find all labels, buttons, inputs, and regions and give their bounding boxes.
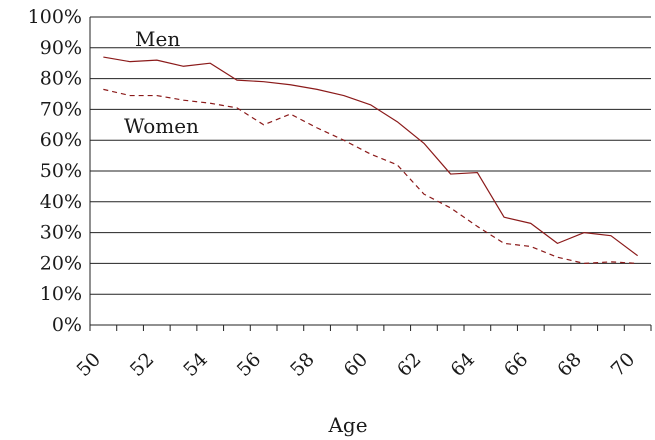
- x-tick-label: 52: [126, 348, 159, 381]
- y-tick-label: 0%: [52, 314, 82, 336]
- x-tick-label: 50: [72, 348, 105, 381]
- gridlines: [90, 16, 651, 326]
- x-tick-label: 60: [340, 348, 373, 381]
- x-tick-label: 66: [500, 348, 533, 381]
- series-label-men: Men: [135, 27, 180, 51]
- y-tick-label: 80%: [40, 68, 82, 90]
- x-tick-label: 56: [233, 348, 266, 381]
- x-tick-label: 62: [393, 348, 426, 381]
- y-tick-label: 40%: [40, 191, 82, 213]
- x-tick-label: 70: [607, 348, 640, 381]
- y-tick-label: 70%: [40, 98, 82, 120]
- y-tick-label: 10%: [40, 283, 82, 305]
- y-tick-label: 50%: [40, 160, 82, 182]
- y-tick-labels: 0% 10% 20% 30% 40% 50% 60% 70% 80% 90% 100%: [28, 6, 82, 336]
- series-lines: [103, 56, 639, 264]
- y-tick-label: 30%: [40, 222, 82, 244]
- x-axis-title: Age: [327, 413, 367, 437]
- y-tick-label: 100%: [28, 6, 82, 28]
- x-tick-label: 68: [553, 348, 586, 381]
- x-tick-label: 54: [179, 348, 212, 381]
- x-tick-label: 58: [286, 348, 319, 381]
- x-tick-labels: 50 52 54 56 58 60 62 64 66 68 70: [72, 348, 639, 381]
- y-tick-label: 20%: [40, 252, 82, 274]
- series-line-women: [103, 88, 638, 264]
- series-label-women: Women: [124, 114, 199, 138]
- axes: [89, 17, 652, 331]
- y-tick-label: 90%: [40, 37, 82, 59]
- series-line-men: [103, 56, 639, 257]
- x-tick-label: 64: [446, 348, 479, 381]
- y-tick-label: 60%: [40, 129, 82, 151]
